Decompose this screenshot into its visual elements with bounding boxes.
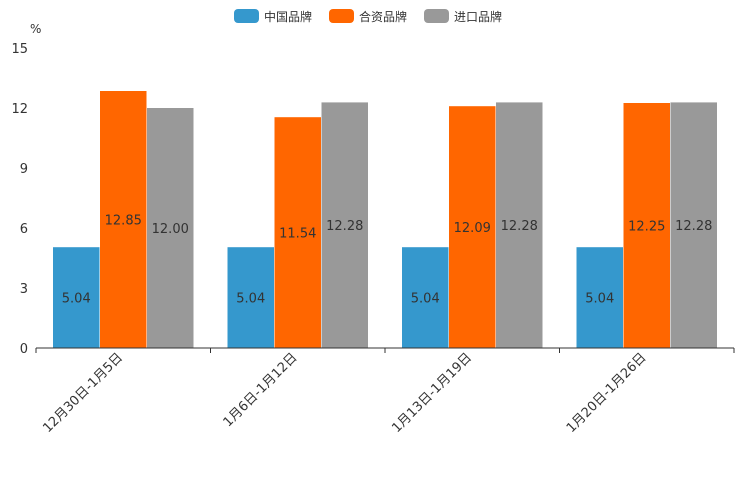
data-label-1-1: 11.54 <box>279 227 316 242</box>
bar-1-0 <box>227 247 274 348</box>
data-label-2-1: 12.09 <box>454 221 491 236</box>
legend-swatch-1 <box>329 9 354 23</box>
bar-3-2 <box>670 102 717 349</box>
bar-2-0 <box>402 247 449 348</box>
data-label-3-0: 5.04 <box>585 292 614 307</box>
x-tick-label-3: 1月20日-1月26日 <box>564 350 650 436</box>
data-label-1-2: 12.28 <box>326 219 363 234</box>
bar-1-1 <box>274 117 321 348</box>
bar-3-0 <box>576 247 623 348</box>
legend-swatch-0 <box>234 9 259 23</box>
legend-label-0: 中国品牌 <box>264 9 312 24</box>
y-axis-unit-label: % <box>30 22 41 36</box>
bar-2-1 <box>449 106 496 348</box>
y-tick-label: 3 <box>20 282 28 297</box>
legend: 中国品牌 合资品牌 进口品牌 <box>234 9 502 24</box>
y-axis: 0 3 6 9 12 15 <box>11 42 28 357</box>
bar-0-0 <box>53 247 100 348</box>
legend-swatch-2 <box>424 9 449 23</box>
data-label-3-2: 12.28 <box>675 219 712 234</box>
x-tick-label-0: 12月30日-1月5日 <box>40 350 126 436</box>
data-label-0-1: 12.85 <box>105 214 142 229</box>
data-label-2-2: 12.28 <box>501 219 538 234</box>
bar-0-2 <box>147 108 194 348</box>
y-tick-label: 12 <box>11 102 28 117</box>
data-label-0-2: 12.00 <box>152 222 189 237</box>
data-label-0-0: 5.04 <box>62 292 91 307</box>
data-label-2-0: 5.04 <box>411 292 440 307</box>
x-tick-label-2: 1月13日-1月19日 <box>389 350 475 436</box>
y-tick-label: 9 <box>20 162 28 177</box>
bar-0-1 <box>100 91 147 348</box>
bar-3-1 <box>623 103 670 348</box>
bars <box>53 91 717 349</box>
x-tick-label-1: 1月6日-1月12日 <box>221 350 301 430</box>
data-label-1-0: 5.04 <box>236 292 265 307</box>
y-tick-label: 15 <box>11 42 28 57</box>
x-axis: 12月30日-1月5日 1月6日-1月12日 1月13日-1月19日 1月20日-1月… <box>35 347 735 436</box>
data-label-3-1: 12.25 <box>628 220 665 235</box>
legend-label-2: 进口品牌 <box>454 10 502 24</box>
bar-1-2 <box>321 102 368 349</box>
y-tick-label: 0 <box>20 342 28 357</box>
legend-label-1: 合资品牌 <box>359 9 407 24</box>
bar-labels: 5.04 12.85 12.00 5.04 11.54 12.28 5.04 12.09 12.… <box>62 214 713 307</box>
y-tick-label: 6 <box>20 222 28 237</box>
bar-2-2 <box>496 102 543 349</box>
